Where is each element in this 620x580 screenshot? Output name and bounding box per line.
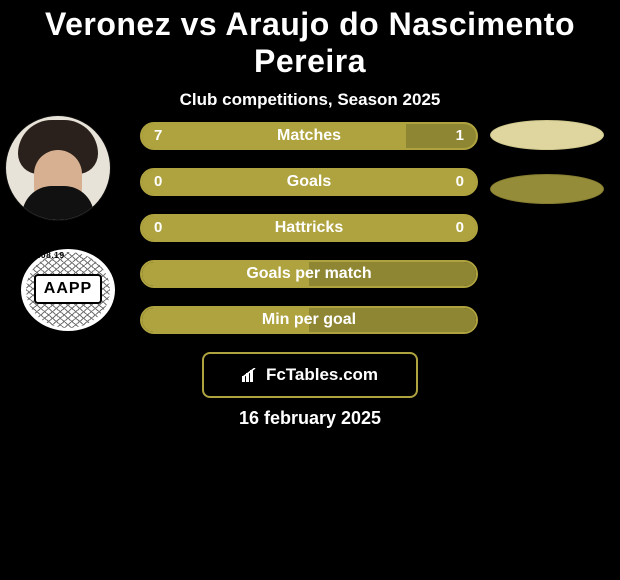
card-subtitle: Club competitions, Season 2025 bbox=[0, 90, 620, 110]
club-logo: .08.19 AAPP bbox=[18, 246, 118, 334]
left-visual-column: .08.19 AAPP bbox=[6, 116, 124, 334]
brand-box: FcTables.com bbox=[202, 352, 418, 398]
stat-row: 00Goals bbox=[140, 168, 478, 196]
comparison-card: Veronez vs Araujo do Nascimento Pereira … bbox=[0, 0, 620, 580]
stat-row-nodata: Min per goal bbox=[140, 306, 478, 334]
stat-label: Goals per match bbox=[142, 262, 476, 286]
stat-row: 00Hattricks bbox=[140, 214, 478, 242]
bar-chart-icon bbox=[242, 368, 260, 382]
stat-bars: 71Matches 00Goals 00Hattricks Goals per mat… bbox=[140, 122, 478, 352]
date-text: 16 february 2025 bbox=[0, 408, 620, 429]
stat-label: Matches bbox=[142, 124, 476, 148]
stat-row-nodata: Goals per match bbox=[140, 260, 478, 288]
club-logo-top-text: .08.19 bbox=[38, 250, 65, 260]
brand-text: FcTables.com bbox=[266, 365, 378, 384]
card-title: Veronez vs Araujo do Nascimento Pereira bbox=[0, 0, 620, 80]
stat-row: 71Matches bbox=[140, 122, 478, 150]
right-visual-column bbox=[490, 120, 602, 228]
club-logo-text: AAPP bbox=[34, 274, 102, 304]
stat-label: Hattricks bbox=[142, 216, 476, 240]
decor-oval-olive bbox=[490, 174, 604, 204]
stat-label: Min per goal bbox=[142, 308, 476, 332]
stat-label: Goals bbox=[142, 170, 476, 194]
decor-oval-pale bbox=[490, 120, 604, 150]
player-avatar bbox=[6, 116, 110, 220]
